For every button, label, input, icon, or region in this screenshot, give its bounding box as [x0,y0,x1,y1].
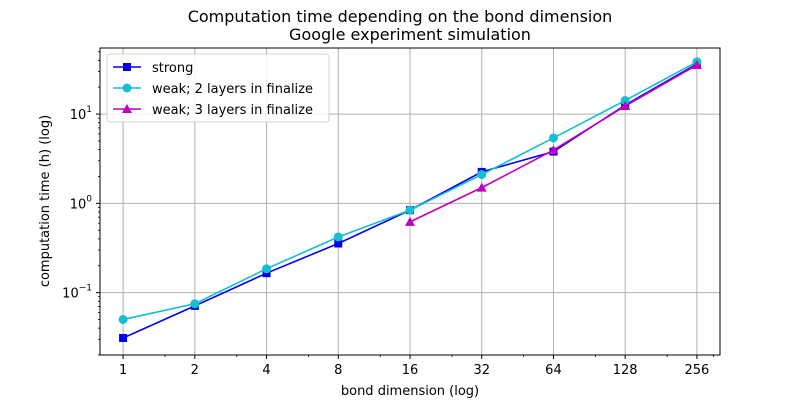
legend-item: weak; 2 layers in finalize [113,82,313,97]
y-tick-base: 10 [62,287,79,302]
x-tick-label: 256 [684,363,709,378]
data-point [333,232,343,242]
data-point [405,205,415,215]
y-tick-label: 101 [70,105,92,123]
series-3 [405,59,702,226]
y-tick-base: 10 [70,108,87,123]
data-point [405,216,415,226]
x-axis-label: bond dimension (log) [341,384,479,399]
x-tick-label: 128 [613,363,638,378]
legend-label: strong [152,61,193,76]
legend-box [106,53,330,123]
x-tick-label: 4 [262,363,270,378]
y-tick-label: 100 [70,194,93,212]
data-point [476,182,487,192]
chart-subtitle: Google experiment simulation [289,25,531,44]
x-tick-label: 8 [334,363,342,378]
legend-item: weak; 3 layers in finalize [113,103,313,118]
legend-label: weak; 2 layers in finalize [152,82,313,97]
legend-marker [123,63,131,71]
data-point [548,133,558,143]
data-point [620,95,630,105]
data-point [548,145,559,155]
y-tick-exponent: 0 [86,194,92,204]
data-point [334,239,343,248]
legend-marker [122,104,132,113]
data-point [620,101,631,111]
data-point [118,314,128,324]
legend-item: strong [113,61,193,76]
data-point [119,334,128,343]
series-group [118,57,702,343]
y-tick-exponent: −1 [79,284,92,294]
x-tick-label: 32 [473,363,490,378]
legend-label: weak; 3 layers in finalize [152,103,313,118]
x-tick-label: 16 [402,363,419,378]
x-tick-label: 1 [119,363,127,378]
data-point [691,59,702,69]
y-axis-label: computation time (h) (log) [38,115,53,287]
chart-title: Computation time depending on the bond d… [188,7,613,26]
data-point [190,299,200,309]
data-point [262,264,272,274]
legend-marker [122,83,132,93]
x-tick-label: 64 [545,363,562,378]
legend: strong weak; 2 layers in finalize weak; 3 … [106,53,330,123]
y-tick-label: 10−1 [62,284,92,302]
data-point [477,170,487,180]
y-tick-exponent: 1 [86,105,92,115]
x-tick-label: 2 [191,363,199,378]
y-tick-base: 10 [70,197,87,212]
